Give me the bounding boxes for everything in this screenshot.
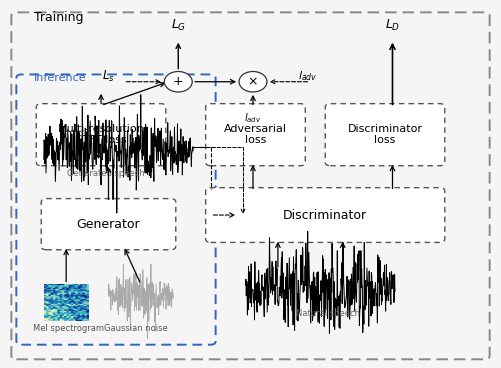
Text: Discriminator: Discriminator [283, 209, 367, 222]
FancyBboxPatch shape [12, 13, 489, 359]
FancyBboxPatch shape [205, 188, 445, 243]
FancyBboxPatch shape [41, 199, 176, 250]
Text: Training: Training [34, 11, 83, 24]
FancyBboxPatch shape [325, 104, 445, 166]
FancyBboxPatch shape [36, 104, 166, 166]
Text: $L_D$: $L_D$ [385, 18, 400, 33]
Text: Multi-resolution
STFT loss: Multi-resolution STFT loss [58, 124, 144, 145]
FancyBboxPatch shape [205, 104, 305, 166]
Text: Natural speech: Natural speech [296, 309, 360, 318]
Text: $l_{adv}$: $l_{adv}$ [244, 112, 262, 125]
Text: Mel spectrogram: Mel spectrogram [33, 324, 104, 333]
Text: $l_{adv}$: $l_{adv}$ [298, 69, 317, 83]
Text: $L_G$: $L_G$ [171, 18, 186, 33]
Circle shape [164, 71, 192, 92]
Text: Inference: Inference [34, 73, 86, 83]
Text: Gaussian noise: Gaussian noise [104, 324, 168, 333]
Circle shape [239, 71, 267, 92]
Text: +: + [173, 75, 183, 88]
Text: $L_s$: $L_s$ [102, 69, 115, 84]
Text: Discriminator
loss: Discriminator loss [348, 124, 422, 145]
Text: Generated speech: Generated speech [67, 169, 145, 177]
Text: Generator: Generator [77, 218, 140, 231]
Text: ×: × [247, 75, 258, 88]
Text: Adversarial
loss: Adversarial loss [224, 124, 287, 145]
